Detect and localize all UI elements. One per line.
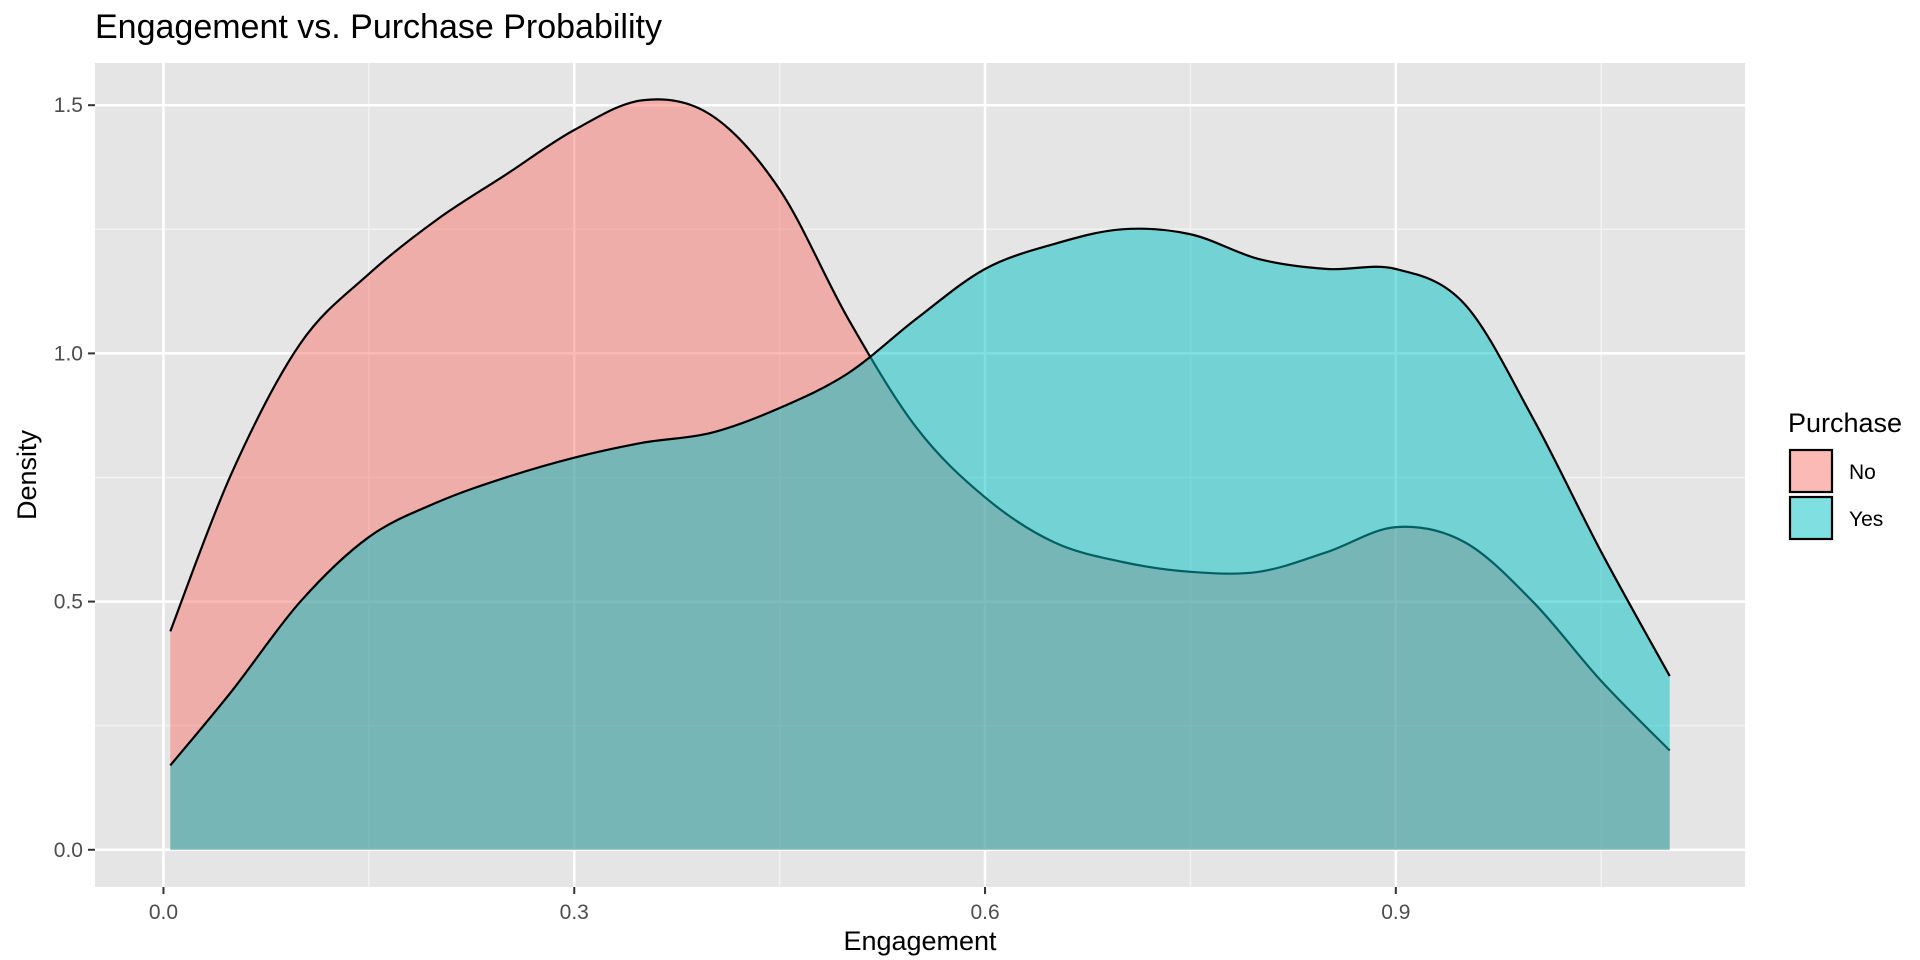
legend-title: Purchase	[1788, 408, 1902, 438]
legend: Purchase No Yes	[1788, 408, 1902, 541]
y-tick-label: 1.5	[54, 94, 83, 117]
x-tick-label: 0.0	[149, 901, 178, 924]
legend-key-no	[1788, 448, 1834, 494]
x-axis-title: Engagement	[843, 926, 997, 956]
y-tick-label: 0.0	[54, 839, 83, 862]
y-tick-label: 1.0	[54, 342, 83, 365]
x-tick-label: 0.9	[1381, 901, 1410, 924]
legend-key-yes	[1788, 495, 1834, 541]
legend-label-yes: Yes	[1849, 508, 1883, 531]
y-axis-title: Density	[12, 429, 42, 520]
x-axis: 0.0 0.3 0.6 0.9	[149, 887, 1410, 924]
legend-label-no: No	[1849, 461, 1876, 484]
density-line-yes	[169, 227, 1671, 767]
x-tick-label: 0.3	[560, 901, 589, 924]
density-areas	[169, 98, 1671, 850]
y-axis: 0.0 0.5 1.0 1.5	[54, 94, 95, 862]
chart-title: Engagement vs. Purchase Probability	[95, 8, 662, 46]
x-tick-label: 0.6	[970, 901, 999, 924]
legend-items: No Yes	[1788, 448, 1883, 541]
density-area-yes	[170, 228, 1670, 850]
y-tick-label: 0.5	[54, 591, 83, 614]
